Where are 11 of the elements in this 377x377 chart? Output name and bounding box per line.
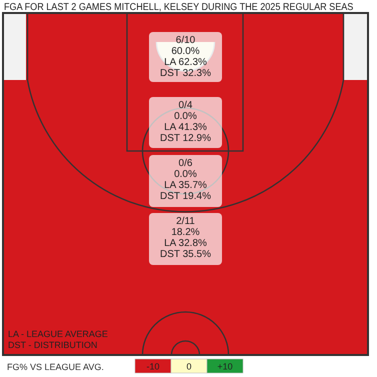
data-label: 2/11 18.2% LA 32.8% DST 35.5% (160, 216, 212, 260)
text: LA - LEAGUE AVERAGE (8, 329, 108, 339)
color-bar-title: FG% VS LEAGUE AVG. (7, 362, 104, 372)
data-label: 6/10 60.0% LA 62.3% DST 32.3% (160, 35, 212, 79)
text: DST - DISTRIBUTION (8, 340, 98, 350)
data-label: 0/4 0.0% LA 41.3% DST 12.9% (160, 100, 212, 144)
data-label: 0/6 0.0% LA 35.7% DST 19.4% (160, 158, 212, 202)
text: +10 (217, 362, 233, 372)
text: 0 (186, 362, 192, 372)
text: FGA FOR LAST 2 GAMES MITCHELL, KELSEY DURING THE 2025 REGULAR SEAS (4, 2, 354, 14)
text: -10 (146, 362, 160, 372)
